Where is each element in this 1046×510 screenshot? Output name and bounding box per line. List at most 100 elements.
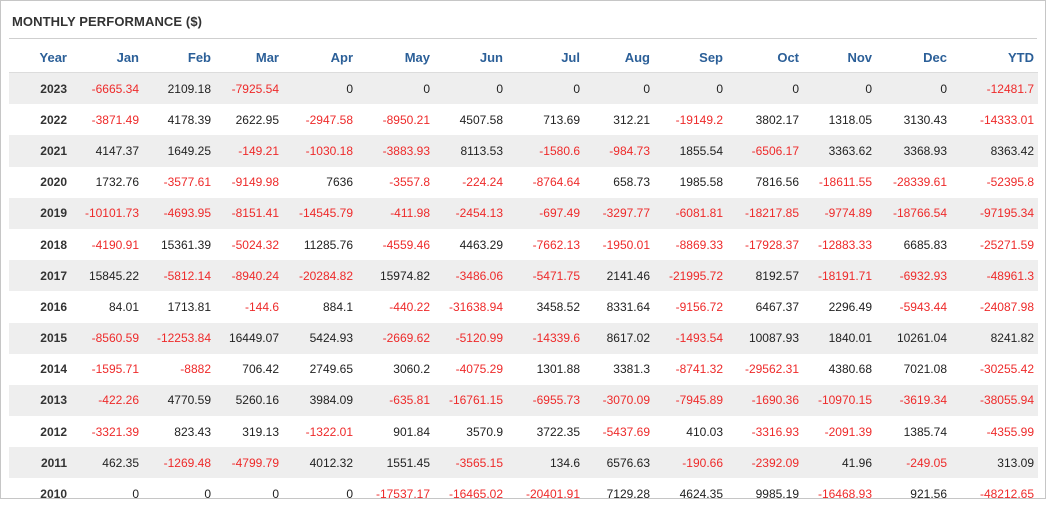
table-row: 2010 0 0 0 0 -17537.17 -16465.02 -20401.91 7129.… [9, 478, 1038, 509]
value-cell: 4012.32 [283, 447, 357, 479]
year-cell: 2021 [9, 135, 71, 167]
value-cell: 312.21 [613, 112, 650, 127]
value-cell: -14545.79 [283, 197, 357, 229]
value-cell: -6955.73 [507, 384, 584, 417]
column-header-dec: Dec [876, 43, 951, 73]
table-row: 2012 -3321.39 823.43 319.13 -1322.01 901.84 35… [9, 416, 1038, 447]
table-row: 2011 462.35 -1269.48 -4799.79 4012.32 1551.45… [9, 447, 1038, 479]
value-cell: 4463.29 [459, 237, 503, 252]
value-cell: 134.6 [507, 447, 584, 479]
value-cell: 1840.01 [803, 322, 876, 354]
value-cell: -21995.72 [654, 260, 727, 292]
value-cell: -1950.01 [602, 237, 650, 252]
value-cell: -635.81 [357, 384, 434, 417]
column-header-jul: Jul [507, 43, 584, 73]
value-cell: 2296.49 [828, 299, 872, 314]
value-cell: -12883.33 [817, 237, 872, 252]
value-cell: -144.6 [244, 299, 279, 314]
value-cell: 3130.43 [903, 112, 947, 127]
value-cell: -1580.6 [507, 135, 584, 167]
value-cell: -16465.02 [448, 487, 503, 502]
value-cell: -97195.34 [951, 197, 1038, 229]
value-cell: 410.03 [686, 424, 723, 439]
value-cell: -5471.75 [507, 260, 584, 292]
value-cell: -249.05 [876, 447, 951, 479]
value-cell: 3570.9 [466, 424, 503, 439]
value-cell: 41.96 [803, 447, 876, 479]
value-cell: 4507.58 [459, 112, 503, 127]
value-cell: -190.66 [654, 447, 727, 479]
value-cell: 4624.35 [679, 487, 723, 502]
value-cell: -5024.32 [231, 237, 279, 252]
column-header-ytd: YTD [951, 43, 1038, 73]
year-cell: 2022 [40, 112, 67, 127]
value-cell: 7816.56 [755, 175, 799, 190]
value-cell: -3577.61 [163, 175, 211, 190]
value-cell: 4178.39 [167, 112, 211, 127]
table-row: 2017 15845.22 -5812.14 -8940.24 -20284.82 159… [9, 260, 1038, 292]
table-row: 2015 -8560.59 -12253.84 16449.07 5424.93 -266… [9, 322, 1038, 354]
value-cell: 3458.52 [536, 299, 580, 314]
year-cell: 2010 [40, 487, 67, 502]
value-cell: 6685.83 [903, 237, 947, 252]
value-cell: 8331.64 [606, 299, 650, 314]
value-cell: 1318.05 [828, 112, 872, 127]
value-cell: -48961.3 [951, 260, 1038, 292]
value-cell: -2947.58 [305, 112, 353, 127]
value-cell: 1649.25 [143, 135, 215, 167]
value-cell: -52395.8 [986, 175, 1034, 190]
year-cell: 2018 [40, 237, 67, 252]
value-cell: -1493.54 [654, 322, 727, 354]
value-cell: 706.42 [242, 362, 279, 377]
year-cell: 2019 [9, 197, 71, 229]
value-cell: 0 [434, 72, 507, 105]
monthly-performance-table: Year Jan Feb Mar Apr May Jun Jul Aug Sep Oct Nov Dec… [9, 43, 1038, 510]
value-cell: -3883.93 [357, 135, 434, 167]
value-cell: 0 [584, 72, 654, 105]
year-cell: 2011 [9, 447, 71, 479]
value-cell: -6506.17 [727, 135, 803, 167]
value-cell: 1385.74 [903, 424, 947, 439]
value-cell: 319.13 [242, 424, 279, 439]
value-cell: -5812.14 [143, 260, 215, 292]
value-cell: 0 [132, 487, 139, 502]
value-cell: -422.26 [71, 384, 143, 417]
value-cell: -984.73 [584, 135, 654, 167]
value-cell: 8617.02 [584, 322, 654, 354]
value-cell: -31638.94 [448, 299, 503, 314]
value-cell: 3363.62 [803, 135, 876, 167]
value-cell: -4190.91 [91, 237, 139, 252]
value-cell: -4075.29 [455, 362, 503, 377]
year-cell: 2014 [40, 362, 67, 377]
value-cell: -4799.79 [215, 447, 283, 479]
value-cell: -16468.93 [817, 487, 872, 502]
column-header-aug: Aug [584, 43, 654, 73]
value-cell: 4147.37 [71, 135, 143, 167]
value-cell: -20401.91 [525, 487, 580, 502]
value-cell: -7662.13 [532, 237, 580, 252]
value-cell: 462.35 [71, 447, 143, 479]
table-row: 2020 1732.76 -3577.61 -9149.98 7636 -3557.8 -2… [9, 167, 1038, 198]
value-cell: -8764.64 [532, 175, 580, 190]
value-cell: -3321.39 [91, 424, 139, 439]
value-cell: -6665.34 [71, 72, 143, 105]
value-cell: 10087.93 [727, 322, 803, 354]
value-cell: 3984.09 [283, 384, 357, 417]
value-cell: 10261.04 [876, 322, 951, 354]
value-cell: -440.22 [389, 299, 430, 314]
column-header-nov: Nov [803, 43, 876, 73]
value-cell: 7129.28 [606, 487, 650, 502]
value-cell: 2141.46 [584, 260, 654, 292]
table-row: 2022 -3871.49 4178.39 2622.95 -2947.58 -8950.… [9, 104, 1038, 135]
value-cell: -24087.98 [979, 299, 1034, 314]
value-cell: -2669.62 [357, 322, 434, 354]
value-cell: -30255.42 [979, 362, 1034, 377]
value-cell: -8950.21 [382, 112, 430, 127]
value-cell: 713.69 [543, 112, 580, 127]
value-cell: -12481.7 [951, 72, 1038, 105]
value-cell: 0 [803, 72, 876, 105]
table-row: 2016 84.01 1713.81 -144.6 884.1 -440.22 -31638… [9, 291, 1038, 322]
value-cell: -8882 [180, 362, 211, 377]
value-cell: -1030.18 [283, 135, 357, 167]
value-cell: 2622.95 [235, 112, 279, 127]
